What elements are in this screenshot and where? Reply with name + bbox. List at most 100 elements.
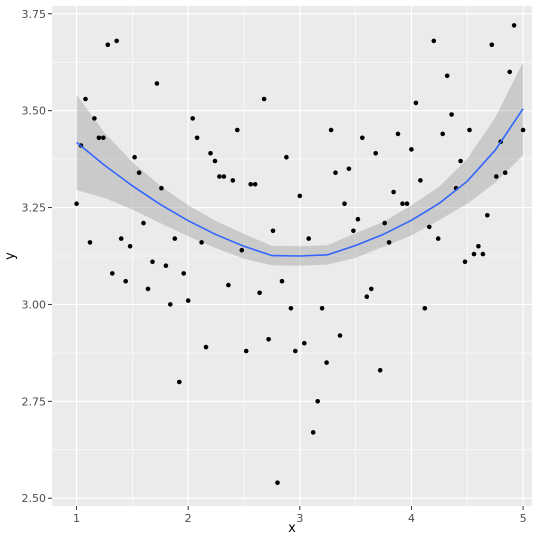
data-point [337, 333, 343, 338]
x-tick-label: 1 [73, 512, 80, 525]
data-point [74, 201, 79, 206]
data-point [261, 96, 267, 102]
y-tick-label: 2.75 [22, 395, 47, 408]
data-point [351, 228, 356, 234]
data-point [418, 178, 423, 183]
data-point [431, 38, 437, 44]
data-point [409, 147, 414, 152]
data-point [310, 430, 316, 435]
data-point [168, 302, 173, 307]
data-point [360, 135, 365, 141]
data-point [226, 282, 231, 288]
data-point [154, 81, 160, 86]
x-tick-label: 5 [520, 512, 527, 525]
y-tick-label: 3.00 [22, 298, 47, 311]
data-point [87, 240, 93, 245]
data-point [422, 306, 428, 311]
data-point [480, 251, 486, 257]
smooth-line [76, 108, 524, 257]
data-point [199, 240, 204, 245]
y-tick-label: 2.50 [22, 492, 47, 505]
data-point [127, 244, 133, 249]
data-point [328, 127, 334, 133]
data-point [297, 193, 303, 199]
data-point [462, 259, 468, 265]
data-point [92, 116, 97, 121]
data-point [502, 170, 508, 175]
data-point [181, 271, 186, 276]
data-point [212, 158, 218, 164]
data-point [190, 116, 195, 121]
data-point [369, 286, 374, 292]
data-point [364, 294, 370, 300]
minor-gridlines [52, 6, 532, 506]
data-point [373, 151, 379, 156]
data-point [346, 166, 352, 172]
x-axis-ticks: 1 2 3 4 5 [73, 506, 527, 525]
y-axis-title: y [3, 252, 18, 260]
data-point [208, 151, 213, 156]
data-point [449, 112, 454, 117]
data-point [485, 213, 490, 218]
data-point [270, 228, 276, 234]
data-point [194, 135, 200, 141]
data-point [279, 278, 285, 284]
major-gridlines [52, 6, 532, 506]
data-point [471, 251, 477, 257]
data-point [114, 38, 119, 44]
data-point [467, 127, 472, 133]
data-points [74, 23, 526, 486]
data-point [203, 344, 209, 350]
data-point [315, 399, 321, 404]
data-point [110, 271, 115, 276]
data-point [395, 131, 401, 137]
data-point [302, 340, 307, 346]
data-point [101, 135, 106, 141]
confidence-band [76, 62, 524, 266]
data-point [284, 154, 289, 160]
y-tick-label: 3.25 [22, 202, 47, 215]
data-point [306, 236, 312, 241]
y-tick-label: 3.50 [22, 105, 47, 118]
data-point [217, 174, 222, 179]
data-point [520, 127, 526, 133]
x-tick-label: 2 [185, 512, 192, 525]
data-point [319, 306, 325, 311]
data-point [172, 236, 178, 241]
data-point [141, 220, 146, 226]
data-point [427, 224, 432, 230]
data-point [511, 23, 517, 28]
data-point [440, 131, 446, 137]
data-point [145, 286, 151, 292]
y-axis-ticks: 2.50 2.75 3.00 3.25 3.50 3.75 [22, 8, 52, 505]
data-point [355, 216, 361, 222]
data-point [118, 236, 124, 241]
data-point [342, 201, 347, 206]
data-point [235, 127, 240, 133]
data-point [252, 182, 258, 187]
data-point [382, 220, 388, 226]
data-point [221, 174, 227, 179]
data-point [293, 348, 298, 354]
data-point [333, 170, 338, 175]
data-point [185, 298, 191, 303]
data-point [444, 73, 450, 79]
y-tick-label: 3.75 [22, 8, 47, 21]
data-point [275, 480, 280, 486]
data-point [489, 42, 495, 48]
data-point [243, 348, 249, 354]
data-point [413, 100, 419, 106]
data-point [159, 185, 164, 191]
data-point [96, 135, 102, 141]
x-tick-label: 4 [408, 512, 415, 525]
data-point [391, 189, 396, 195]
data-point [239, 247, 245, 253]
data-point [83, 96, 88, 102]
data-point [177, 379, 182, 385]
data-point [136, 170, 142, 175]
data-point [400, 201, 405, 206]
data-point [248, 182, 253, 187]
data-point [458, 158, 463, 164]
data-point [230, 178, 236, 183]
